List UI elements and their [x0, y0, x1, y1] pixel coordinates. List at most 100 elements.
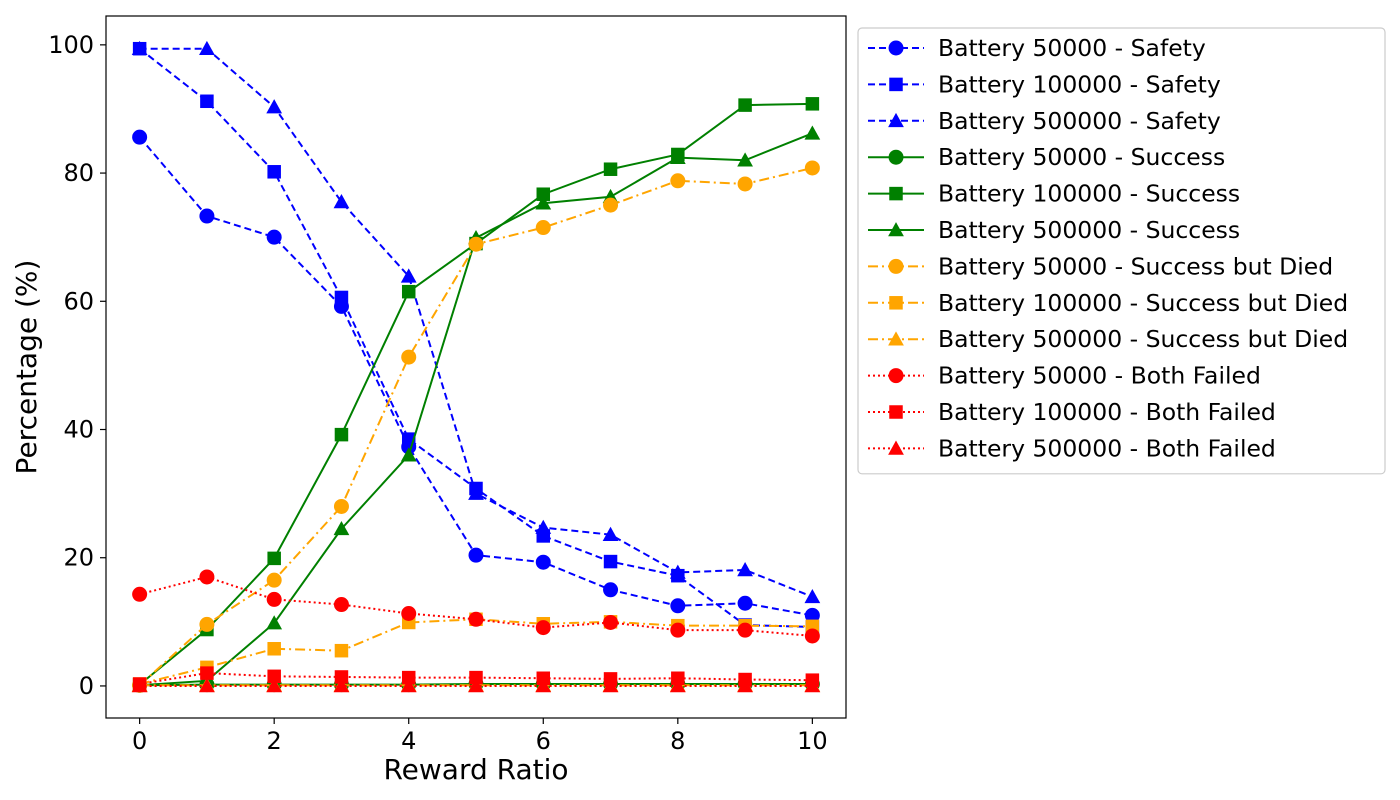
- data-point: [334, 670, 349, 684]
- y-tick-label: 40: [63, 416, 94, 444]
- data-point: [535, 220, 551, 236]
- data-point: [468, 678, 484, 693]
- y-tick-label: 0: [79, 672, 94, 700]
- legend-marker: [888, 258, 904, 274]
- data-point: [669, 564, 686, 579]
- data-point: [670, 173, 686, 189]
- data-point: [602, 678, 619, 693]
- legend-entry: Battery 500000 - Both Failed: [868, 434, 1276, 462]
- data-point: [804, 125, 821, 140]
- series-3: [131, 40, 821, 604]
- data-point: [468, 236, 484, 252]
- legend-entry: Battery 50000 - Safety: [868, 34, 1206, 62]
- data-point: [401, 284, 416, 299]
- x-axis: 0 2 4 6 8 10: [132, 718, 828, 755]
- data-point: [535, 554, 551, 570]
- data-point: [737, 562, 753, 577]
- data-point: [267, 551, 281, 566]
- data-point: [333, 194, 350, 209]
- legend-label: Battery 100000 - Safety: [938, 70, 1221, 98]
- legend-label: Battery 100000 - Success: [938, 180, 1240, 208]
- data-point: [199, 616, 215, 632]
- data-point: [468, 611, 484, 627]
- y-axis: 0 20 40 60 80 100: [48, 31, 106, 700]
- data-point: [536, 187, 551, 201]
- x-axis-label: Reward Ratio: [383, 753, 568, 786]
- data-point: [131, 40, 148, 55]
- y-tick-label: 60: [63, 287, 94, 315]
- legend-entry: Battery 100000 - Safety: [868, 70, 1221, 98]
- series-line: [139, 575, 813, 637]
- series-2: [132, 41, 820, 634]
- data-point: [267, 669, 281, 684]
- data-point: [200, 666, 214, 680]
- data-point: [468, 485, 484, 500]
- data-point: [400, 678, 417, 693]
- data-point: [266, 572, 282, 588]
- data-point: [468, 547, 484, 563]
- legend-marker: [889, 77, 903, 92]
- data-point: [602, 526, 619, 541]
- data-point: [400, 447, 417, 462]
- legend-label: Battery 500000 - Success: [938, 216, 1240, 244]
- data-point: [266, 678, 283, 693]
- data-point: [535, 195, 552, 210]
- legend-marker: [888, 149, 904, 165]
- legend: Battery 50000 - Safety Battery 100000 - S…: [857, 27, 1386, 475]
- data-point: [737, 152, 753, 167]
- data-point: [804, 678, 821, 693]
- legend-marker: [888, 368, 904, 384]
- data-point: [334, 427, 349, 442]
- legend-marker: [888, 331, 904, 346]
- data-point: [266, 229, 282, 245]
- data-point: [334, 643, 349, 658]
- legend-entry: Battery 50000 - Success: [868, 143, 1225, 171]
- data-point: [333, 498, 349, 514]
- series-line: [139, 102, 813, 686]
- data-point: [199, 678, 215, 693]
- x-tick-label: 2: [267, 727, 282, 755]
- data-point: [266, 99, 283, 114]
- data-point: [738, 98, 752, 112]
- data-point: [267, 642, 281, 656]
- x-tick-label: 10: [797, 727, 828, 755]
- data-point: [670, 598, 686, 614]
- data-point: [267, 165, 281, 179]
- data-point: [804, 160, 820, 176]
- legend-marker: [889, 405, 903, 419]
- data-point: [804, 588, 821, 604]
- data-point: [603, 197, 619, 213]
- data-point: [131, 678, 148, 693]
- legend-label: Battery 500000 - Success but Died: [938, 325, 1348, 353]
- y-tick-label: 100: [48, 31, 94, 59]
- y-tick-label: 80: [63, 159, 94, 187]
- data-point: [132, 586, 148, 602]
- legend-marker: [888, 40, 904, 56]
- legend-label: Battery 100000 - Both Failed: [938, 398, 1276, 426]
- plot-frame: [105, 15, 847, 719]
- legend-entry: Battery 500000 - Success: [868, 216, 1240, 244]
- legend-entry: Battery 100000 - Both Failed: [868, 398, 1276, 426]
- data-point: [469, 670, 483, 685]
- data-point: [401, 349, 417, 365]
- data-point: [603, 614, 619, 630]
- data-point: [737, 622, 753, 638]
- series-1: [132, 129, 820, 623]
- data-point: [603, 582, 619, 598]
- data-point: [535, 620, 551, 636]
- data-point: [401, 670, 416, 685]
- data-point: [669, 149, 686, 164]
- data-point: [333, 521, 350, 536]
- series-line: [139, 47, 813, 628]
- y-axis-label: Percentage (%): [10, 260, 43, 475]
- data-point: [737, 176, 753, 192]
- x-tick-label: 0: [132, 727, 147, 755]
- legend-marker: [889, 296, 903, 310]
- legend-entry: Battery 100000 - Success but Died: [868, 289, 1348, 317]
- data-point: [200, 94, 214, 109]
- legend-label: Battery 100000 - Success but Died: [938, 289, 1348, 317]
- data-point: [401, 606, 417, 622]
- legend-entry: Battery 100000 - Success: [868, 180, 1240, 208]
- data-point: [334, 290, 349, 305]
